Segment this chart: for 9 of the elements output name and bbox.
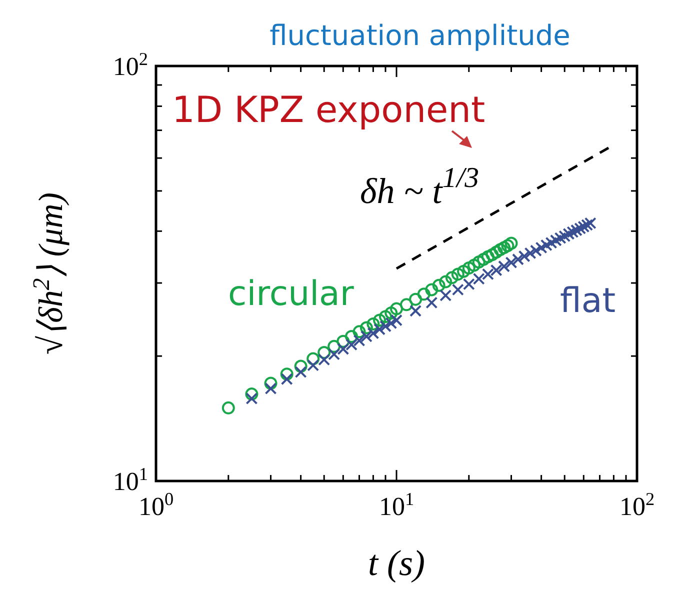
annotation: δh ~ t$^{1/3}$ (360, 162, 480, 211)
series-label: circular (228, 274, 354, 314)
chart-title: fluctuation amplitude (270, 19, 570, 52)
x-tick-label: 10$^{0}$ (138, 489, 174, 521)
x-tick-label: 10$^{2}$ (619, 489, 655, 521)
x-axis-title: t (s) (368, 543, 425, 583)
annotation: 1D KPZ exponent (172, 90, 486, 131)
x-tick-label: 10$^{1}$ (378, 489, 414, 521)
series-label: flat (560, 281, 616, 321)
